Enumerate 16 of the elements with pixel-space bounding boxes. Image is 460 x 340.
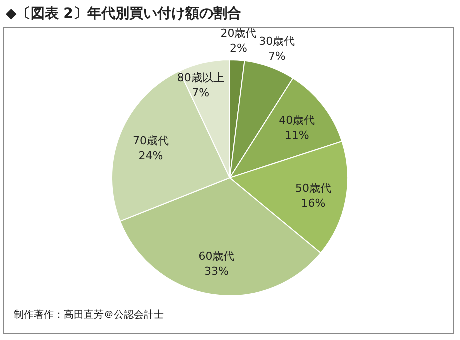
data-label: 24% [138,150,164,163]
slice-label: 20歳代 [220,27,257,40]
slice-label: 50歳代 [295,182,332,195]
slice-label: 30歳代 [259,34,296,48]
data-label: 16% [301,196,326,210]
data-label: 11% [284,128,310,142]
chart-title: ◆〔図表 2〕年代別買い付け額の割合 [6,5,242,22]
data-label: 7% [192,86,210,100]
data-label: 33% [204,264,229,278]
slice-label: 70歳代 [133,134,170,148]
slice-label: 60歳代 [198,250,235,263]
slice-label: 40歳代 [279,114,316,127]
slice-label: 80歳以上 [177,72,224,85]
data-label: 7% [268,50,286,63]
data-label: 2% [230,42,248,56]
text: 制作著作：高田直芳＠公認会計士 [14,309,164,321]
